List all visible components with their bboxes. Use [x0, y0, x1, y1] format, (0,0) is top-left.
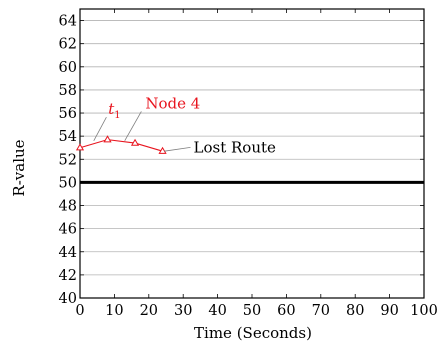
- y-tick-label: 46: [59, 222, 77, 238]
- x-tick-label: 100: [410, 303, 438, 319]
- x-tick-label: 30: [174, 303, 192, 319]
- x-tick-label: 50: [243, 303, 261, 319]
- y-tick-label: 60: [59, 60, 77, 76]
- y-tick-label: 42: [59, 268, 77, 284]
- annotation-label: t1: [108, 100, 120, 121]
- x-tick-label: 80: [346, 303, 364, 319]
- y-tick-label: 44: [59, 245, 77, 261]
- x-tick-label: 0: [75, 303, 84, 319]
- x-tick-label: 70: [312, 303, 330, 319]
- y-tick-label: 62: [59, 37, 77, 53]
- data-point: [158, 146, 167, 154]
- annotation-pin: [124, 111, 142, 141]
- y-tick-label: 54: [59, 129, 77, 145]
- y-tick-label: 50: [59, 175, 77, 191]
- series-line: [79, 139, 163, 152]
- x-tick-label: 90: [380, 303, 398, 319]
- data-point: [103, 135, 112, 143]
- annotations: t1 Node 4 Lost Route: [93, 94, 276, 156]
- y-tick-label: 56: [59, 106, 77, 122]
- x-axis-ticks: 0 10 20 30 40 50 60 70 80 90 100: [75, 9, 438, 319]
- x-axis-label: Time (Seconds): [194, 324, 312, 342]
- data-point: [130, 138, 140, 146]
- x-tick-label: 20: [140, 303, 158, 319]
- x-tick-label: 40: [208, 303, 226, 319]
- annotation-pin: [164, 146, 191, 152]
- y-tick-label: 48: [59, 199, 77, 215]
- annotation-subscript: 1: [114, 110, 120, 121]
- x-tick-label: 10: [105, 303, 123, 319]
- annotation-label: Lost Route: [194, 138, 276, 156]
- x-tick-label: 60: [277, 303, 295, 319]
- y-axis-ticks: 40 42 44 46 48 50 52 54 56 58 60 62 64: [59, 14, 424, 307]
- data-point: [75, 143, 85, 151]
- y-tick-label: 64: [59, 14, 77, 30]
- annotation-pin: [93, 117, 107, 141]
- y-tick-label: 58: [59, 83, 77, 99]
- annotation-label: Node 4: [145, 94, 200, 112]
- series-layer: [75, 135, 167, 154]
- y-axis-label: R-value: [10, 139, 28, 196]
- y-tick-label: 40: [59, 291, 77, 307]
- y-tick-label: 52: [59, 152, 77, 168]
